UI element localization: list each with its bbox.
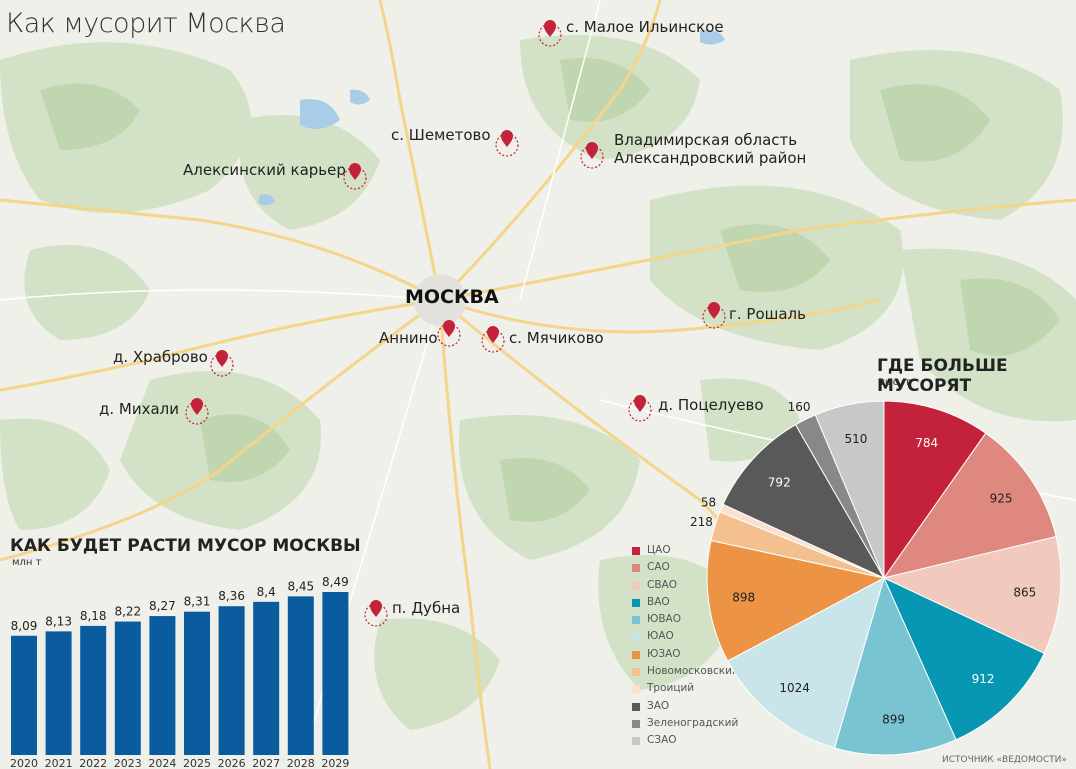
legend-swatch: [632, 650, 640, 659]
marker-ring-icon: [628, 398, 652, 422]
legend-label: Зеленоградский: [647, 716, 739, 729]
legend-swatch: [632, 737, 640, 746]
pie-chart-title: ГДЕ БОЛЬШЕ МУСОРЯТ: [877, 356, 1008, 396]
legend-label: ЮЗАО: [647, 647, 681, 660]
marker-ring-icon: [210, 353, 234, 377]
marker-ring-icon: [538, 23, 562, 47]
legend-swatch: [632, 547, 640, 555]
legend-label: САО: [647, 561, 670, 574]
marker-aleksinsky[interactable]: [343, 163, 367, 190]
marker-label: Алексинский карьер: [183, 161, 346, 179]
marker-annino[interactable]: [437, 320, 461, 347]
legend-label: ВАО: [647, 595, 670, 608]
marker-shemetovo[interactable]: [495, 130, 519, 157]
map-pin-icon: [443, 320, 455, 337]
legend-swatch: [632, 633, 640, 642]
marker-label: д. Михали: [99, 400, 180, 418]
legend-swatch: [632, 616, 640, 625]
legend-swatch: [632, 719, 640, 728]
marker-vladimir[interactable]: [580, 142, 604, 169]
water-bodies: [258, 29, 725, 206]
marker-ring-icon: [364, 603, 388, 627]
legend-swatch: [632, 702, 640, 711]
marker-ring-icon: [481, 329, 505, 353]
marker-maloe-ilinskoe[interactable]: [538, 20, 562, 47]
legend-swatch: [632, 564, 640, 573]
city-label-moscow: МОСКВА: [405, 286, 499, 308]
source-note: ИСТОЧНИК «ВЕДОМОСТИ»: [942, 755, 1067, 765]
pie-chart-unit: тыс. т: [879, 377, 911, 388]
marker-ring-icon: [343, 166, 367, 190]
map-pin-icon: [349, 163, 361, 180]
marker-ring-icon: [580, 145, 604, 169]
map-pin-icon: [191, 398, 203, 415]
legend-swatch: [632, 668, 640, 677]
marker-label: п. Дубна: [392, 599, 461, 617]
marker-label: д. Поцелуево: [658, 396, 764, 414]
legend-swatch: [632, 581, 640, 590]
marker-khrabrovo[interactable]: [210, 350, 234, 377]
legend-label: ЮВАО: [647, 613, 681, 626]
marker-label: Владимирская область: [614, 131, 798, 149]
map-pin-icon: [708, 302, 720, 319]
legend-label: ЦАО: [647, 544, 671, 556]
map-pin-icon: [216, 350, 228, 367]
marker-label: Александровский район: [614, 149, 807, 167]
marker-ring-icon: [702, 305, 726, 329]
marker-roshal[interactable]: [702, 302, 726, 329]
marker-label: с. Шеметово: [391, 126, 491, 144]
page-title: Как мусорит Москва: [6, 8, 286, 39]
legend-swatch: [632, 598, 640, 607]
legend-label: ЮАО: [647, 630, 674, 643]
bar-chart-title: КАК БУДЕТ РАСТИ МУСОР МОСКВЫ: [10, 536, 361, 556]
map-pin-icon: [544, 20, 556, 37]
map-pin-icon: [586, 142, 598, 159]
marker-label: с. Мячиково: [509, 329, 604, 347]
bar-chart-unit: млн т: [12, 557, 42, 568]
legend-label: Троиций: [647, 682, 695, 695]
legend-swatch: [632, 685, 640, 694]
legend-label: Новомосковский: [647, 665, 739, 678]
map-pin-icon: [501, 130, 513, 147]
legend-label: СВАО: [647, 578, 677, 591]
map-pin-icon: [370, 600, 382, 617]
marker-label: д. Храброво: [113, 348, 208, 366]
map-pin-icon: [634, 395, 646, 412]
marker-ring-icon: [495, 133, 519, 157]
marker-mikhali[interactable]: [185, 398, 209, 425]
marker-potseluevo[interactable]: [628, 395, 652, 422]
map-pin-icon: [487, 326, 499, 343]
marker-ring-icon: [437, 323, 461, 347]
legend-label: ЗАО: [647, 699, 670, 712]
moscow-city-area: [414, 274, 466, 326]
marker-ring-icon: [185, 401, 209, 425]
marker-label: Аннино: [379, 329, 438, 347]
marker-label: с. Малое Ильинское: [566, 18, 724, 36]
marker-myachikovo[interactable]: [481, 326, 505, 353]
marker-label: г. Рошаль: [729, 305, 806, 323]
legend-label: СЗАО: [647, 734, 677, 747]
marker-dubna[interactable]: [364, 600, 388, 627]
